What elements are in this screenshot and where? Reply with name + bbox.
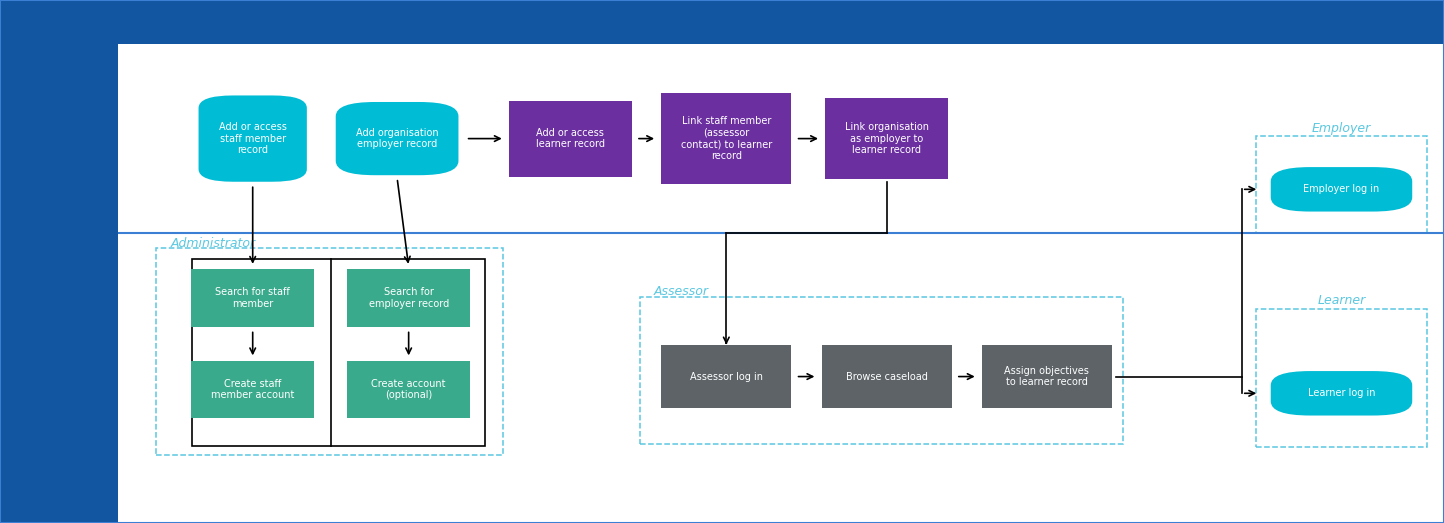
FancyBboxPatch shape	[510, 100, 632, 177]
FancyBboxPatch shape	[118, 233, 1444, 523]
Text: Assessor log in: Assessor log in	[690, 371, 762, 382]
Text: Create account
(optional): Create account (optional)	[371, 379, 446, 401]
Text: Employer: Employer	[1311, 122, 1372, 134]
FancyBboxPatch shape	[347, 269, 469, 327]
Text: ontrack WBL: ontrack WBL	[10, 359, 108, 373]
FancyBboxPatch shape	[335, 102, 459, 175]
Text: Link staff member
(assessor
contact) to learner
record: Link staff member (assessor contact) to …	[680, 116, 773, 161]
FancyBboxPatch shape	[1271, 167, 1412, 211]
Text: Administrator: Administrator	[170, 237, 256, 249]
Text: ebs and ontrack WBL Integration: ebs and ontrack WBL Integration	[12, 14, 345, 31]
Text: Learner log in: Learner log in	[1308, 388, 1375, 399]
FancyBboxPatch shape	[826, 98, 947, 179]
FancyBboxPatch shape	[661, 345, 791, 408]
Text: Create staff
member account: Create staff member account	[211, 379, 295, 401]
Text: Add or access
staff member
record: Add or access staff member record	[218, 122, 287, 155]
FancyBboxPatch shape	[822, 345, 952, 408]
Text: Learner: Learner	[1317, 294, 1366, 306]
FancyBboxPatch shape	[0, 44, 118, 523]
FancyBboxPatch shape	[0, 0, 1444, 44]
Text: Assign objectives
to learner record: Assign objectives to learner record	[1005, 366, 1089, 388]
Text: ebs Central: ebs Central	[14, 134, 104, 148]
Text: Assessor: Assessor	[654, 285, 709, 298]
Text: Search for staff
member: Search for staff member	[215, 287, 290, 309]
FancyBboxPatch shape	[118, 44, 1444, 233]
Text: Add or access
learner record: Add or access learner record	[536, 128, 605, 150]
FancyBboxPatch shape	[982, 345, 1112, 408]
Text: Employer log in: Employer log in	[1304, 184, 1379, 195]
FancyBboxPatch shape	[191, 361, 313, 418]
Text: Add organisation
employer record: Add organisation employer record	[355, 128, 439, 150]
FancyBboxPatch shape	[347, 361, 469, 418]
FancyBboxPatch shape	[661, 93, 791, 185]
Text: Browse caseload: Browse caseload	[846, 371, 927, 382]
Text: Search for
employer record: Search for employer record	[368, 287, 449, 309]
FancyBboxPatch shape	[198, 95, 306, 182]
FancyBboxPatch shape	[191, 269, 313, 327]
Text: Link organisation
as employer to
learner record: Link organisation as employer to learner…	[845, 122, 928, 155]
FancyBboxPatch shape	[1271, 371, 1412, 415]
